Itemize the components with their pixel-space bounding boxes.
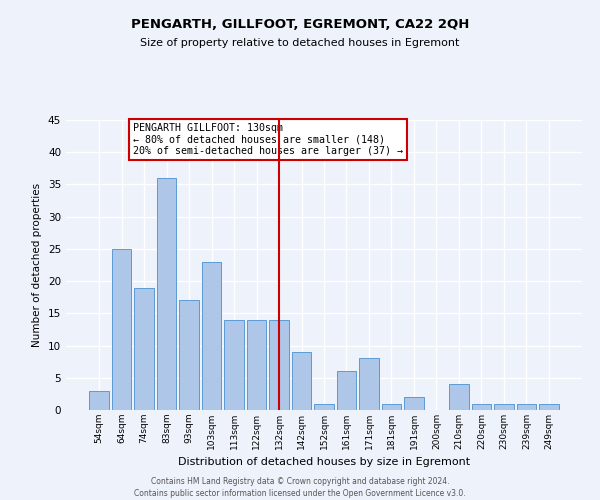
X-axis label: Distribution of detached houses by size in Egremont: Distribution of detached houses by size … bbox=[178, 458, 470, 468]
Text: PENGARTH GILLFOOT: 130sqm
← 80% of detached houses are smaller (148)
20% of semi: PENGARTH GILLFOOT: 130sqm ← 80% of detac… bbox=[133, 123, 403, 156]
Bar bbox=[337, 372, 356, 410]
Text: Size of property relative to detached houses in Egremont: Size of property relative to detached ho… bbox=[140, 38, 460, 48]
Bar bbox=[472, 404, 491, 410]
Text: Contains HM Land Registry data © Crown copyright and database right 2024.: Contains HM Land Registry data © Crown c… bbox=[151, 478, 449, 486]
Bar bbox=[202, 262, 221, 410]
Bar bbox=[517, 404, 536, 410]
Bar bbox=[179, 300, 199, 410]
Y-axis label: Number of detached properties: Number of detached properties bbox=[32, 183, 43, 347]
Bar bbox=[359, 358, 379, 410]
Bar bbox=[539, 404, 559, 410]
Bar bbox=[292, 352, 311, 410]
Bar bbox=[494, 404, 514, 410]
Bar bbox=[89, 390, 109, 410]
Bar bbox=[404, 397, 424, 410]
Bar bbox=[314, 404, 334, 410]
Bar bbox=[112, 249, 131, 410]
Text: Contains public sector information licensed under the Open Government Licence v3: Contains public sector information licen… bbox=[134, 489, 466, 498]
Bar bbox=[382, 404, 401, 410]
Bar bbox=[157, 178, 176, 410]
Bar bbox=[134, 288, 154, 410]
Bar bbox=[269, 320, 289, 410]
Bar bbox=[247, 320, 266, 410]
Bar bbox=[449, 384, 469, 410]
Bar bbox=[224, 320, 244, 410]
Text: PENGARTH, GILLFOOT, EGREMONT, CA22 2QH: PENGARTH, GILLFOOT, EGREMONT, CA22 2QH bbox=[131, 18, 469, 30]
